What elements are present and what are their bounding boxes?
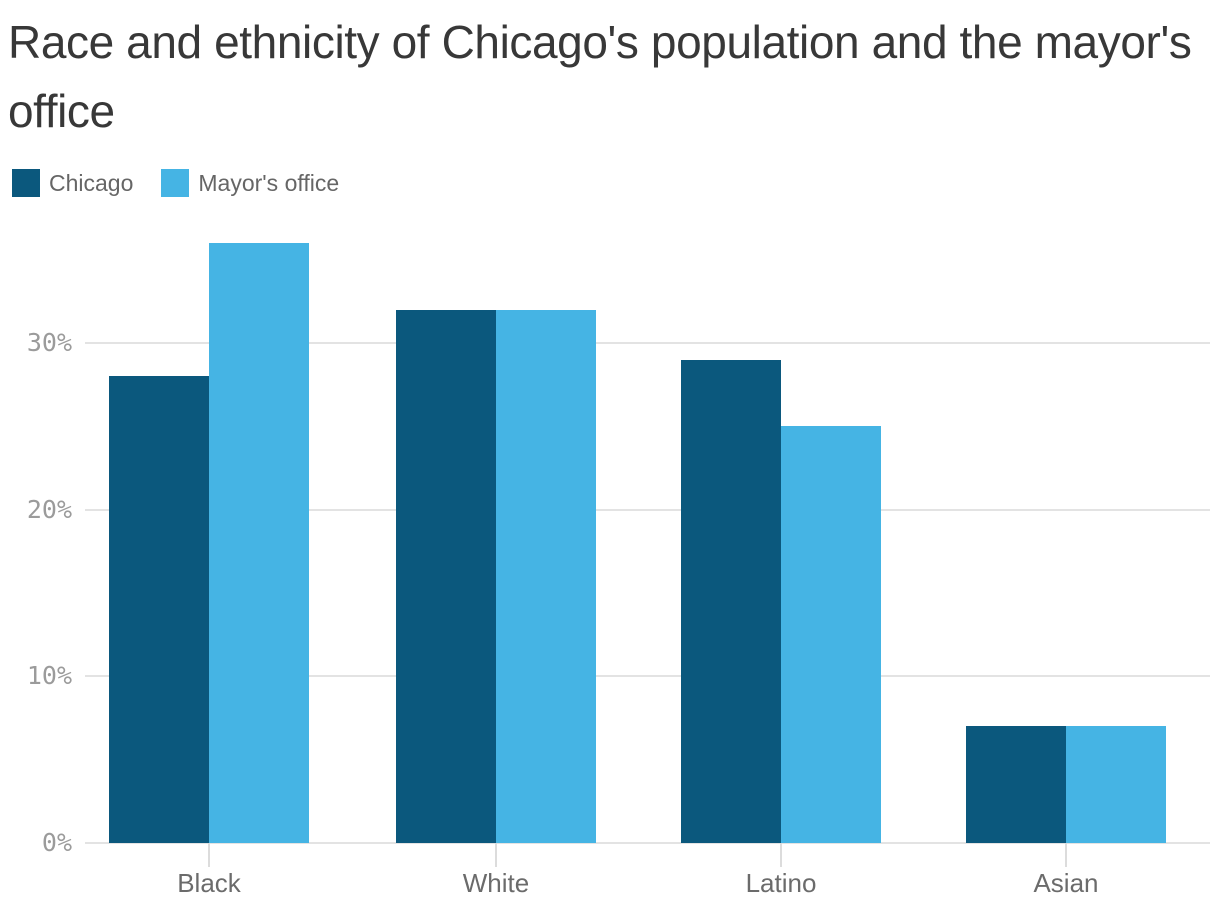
legend-item-chicago: Chicago	[12, 169, 133, 197]
bar-mayor-s-office-latino	[781, 426, 881, 843]
gridline-0%	[85, 842, 1210, 844]
bar-mayor-s-office-black	[209, 243, 309, 843]
legend-swatch-mayors-office	[161, 169, 190, 197]
legend-label-chicago: Chicago	[49, 169, 134, 196]
gridline-10%	[85, 675, 1210, 678]
x-axis-label-black: Black	[177, 868, 241, 898]
bar-chicago-white	[396, 309, 496, 843]
x-axis-tick-mark	[208, 843, 210, 867]
gridline-20%	[85, 508, 1210, 511]
chart-title: Race and ethnicity of Chicago's populati…	[8, 16, 1192, 137]
x-axis-tick-mark	[780, 843, 782, 867]
bar-mayor-s-office-white	[496, 309, 596, 843]
bar-mayor-s-office-asian	[1066, 726, 1166, 843]
y-axis-tick-label: 0%	[41, 828, 72, 857]
bar-chicago-latino	[681, 359, 781, 843]
x-axis-label-asian: Asian	[1033, 868, 1099, 898]
y-axis-tick-label: 10%	[26, 661, 72, 691]
chart-legend: Chicago Mayor's office	[12, 169, 339, 197]
bar-chicago-black	[109, 376, 209, 843]
x-axis-label-white: White	[462, 868, 530, 898]
x-axis-label-latino: Latino	[745, 868, 817, 898]
x-axis-tick-mark	[1065, 843, 1067, 867]
legend-swatch-chicago	[12, 169, 40, 197]
bar-chicago-asian	[966, 726, 1066, 843]
x-axis-tick-mark	[495, 843, 497, 867]
gridline-30%	[85, 342, 1210, 344]
y-axis-tick-label: 20%	[26, 494, 72, 524]
y-axis-tick-label: 30%	[26, 328, 72, 357]
legend-item-mayors-office: Mayor's office	[161, 169, 339, 197]
legend-label-mayors-office: Mayor's office	[198, 169, 340, 196]
